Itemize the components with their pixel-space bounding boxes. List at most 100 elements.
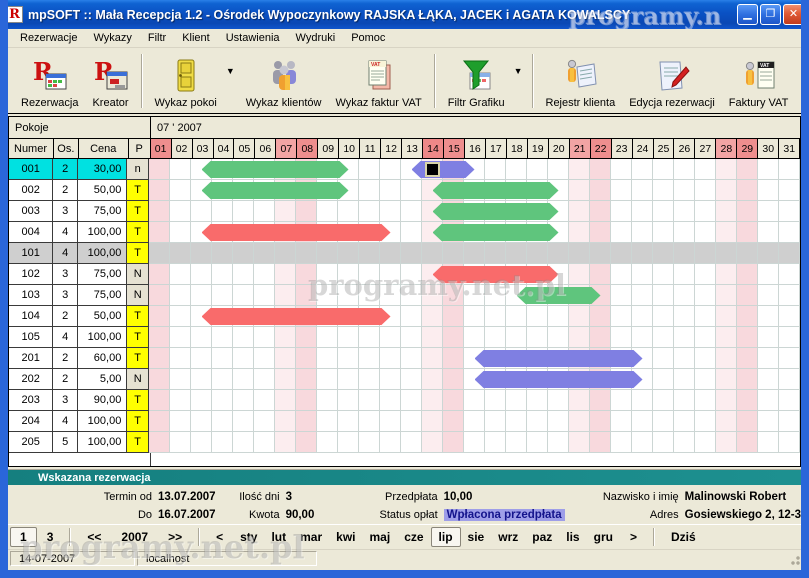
day-cell[interactable] — [632, 243, 654, 264]
day-cell[interactable] — [191, 390, 213, 411]
day-cell[interactable] — [485, 432, 507, 453]
day-cell[interactable] — [443, 243, 465, 264]
day-cell[interactable] — [779, 180, 801, 201]
day-cell[interactable] — [737, 264, 759, 285]
dropdown-arrow-icon[interactable]: ▼ — [225, 65, 235, 76]
room-capacity[interactable]: 2 — [53, 159, 78, 180]
day-cell[interactable] — [485, 285, 507, 306]
day-cell[interactable] — [380, 411, 402, 432]
day-header-06[interactable]: 06 — [255, 139, 277, 159]
day-cell[interactable] — [779, 159, 801, 180]
day-header-14[interactable]: 14 — [423, 139, 444, 159]
day-cell[interactable] — [275, 348, 297, 369]
day-cell[interactable] — [233, 348, 255, 369]
day-header-12[interactable]: 12 — [381, 139, 403, 159]
day-cell[interactable] — [611, 201, 633, 222]
day-cell[interactable] — [233, 432, 255, 453]
day-cell[interactable] — [611, 390, 633, 411]
day-cell[interactable] — [338, 411, 360, 432]
room-price[interactable]: 100,00 — [77, 432, 128, 453]
day-cell[interactable] — [695, 411, 717, 432]
day-cell[interactable] — [737, 411, 759, 432]
close-button[interactable]: ✕ — [783, 4, 801, 25]
room-capacity[interactable]: 3 — [53, 201, 78, 222]
day-cell[interactable] — [212, 243, 234, 264]
room-number[interactable]: 101 — [9, 243, 54, 264]
room-price[interactable]: 100,00 — [77, 222, 128, 243]
day-header-03[interactable]: 03 — [192, 139, 214, 159]
day-cell[interactable] — [338, 348, 360, 369]
day-cell[interactable] — [611, 243, 633, 264]
day-cell[interactable] — [485, 306, 507, 327]
day-cell[interactable] — [359, 390, 381, 411]
day-cell[interactable] — [359, 180, 381, 201]
day-cell[interactable] — [212, 285, 234, 306]
day-cell[interactable] — [275, 201, 297, 222]
day-cell[interactable] — [233, 264, 255, 285]
day-header-01[interactable]: 01 — [150, 139, 172, 159]
day-cell[interactable] — [695, 390, 717, 411]
day-cell[interactable] — [401, 306, 423, 327]
day-cell[interactable] — [758, 201, 780, 222]
day-header-19[interactable]: 19 — [527, 139, 549, 159]
room-number[interactable]: 104 — [9, 306, 54, 327]
room-capacity[interactable]: 2 — [53, 369, 78, 390]
toolbar-button-filtr-grafiku[interactable]: Filtr Grafiku — [441, 51, 512, 111]
room-price[interactable]: 75,00 — [77, 264, 128, 285]
day-cell[interactable] — [149, 159, 171, 180]
month-button-sie[interactable]: sie — [467, 530, 485, 544]
month-button-kwi[interactable]: kwi — [336, 530, 356, 544]
day-cell[interactable] — [674, 201, 696, 222]
day-cell[interactable] — [695, 222, 717, 243]
day-cell[interactable] — [380, 390, 402, 411]
room-number[interactable]: 205 — [9, 432, 54, 453]
day-cell[interactable] — [758, 411, 780, 432]
day-cell[interactable] — [233, 243, 255, 264]
room-number[interactable]: 103 — [9, 285, 54, 306]
day-cell[interactable] — [464, 159, 486, 180]
room-p-flag[interactable]: T — [127, 201, 150, 222]
room-capacity[interactable]: 3 — [53, 390, 78, 411]
reservation-bar-red[interactable] — [202, 224, 391, 241]
day-cell[interactable] — [443, 390, 465, 411]
day-cell[interactable] — [569, 264, 591, 285]
day-cell[interactable] — [443, 285, 465, 306]
day-cell[interactable] — [212, 390, 234, 411]
reservation-bar-red[interactable] — [433, 266, 559, 283]
day-cell[interactable] — [569, 159, 591, 180]
day-cell[interactable] — [443, 327, 465, 348]
day-cell[interactable] — [653, 180, 675, 201]
dropdown-arrow-icon[interactable]: ▼ — [513, 65, 523, 76]
day-header-09[interactable]: 09 — [318, 139, 340, 159]
day-cell[interactable] — [254, 327, 276, 348]
month-button-paz[interactable]: paz — [532, 530, 553, 544]
room-number[interactable]: 201 — [9, 348, 54, 369]
day-cell[interactable] — [191, 432, 213, 453]
day-cell[interactable] — [254, 411, 276, 432]
day-cell[interactable] — [758, 180, 780, 201]
day-cell[interactable] — [695, 243, 717, 264]
day-cell[interactable] — [149, 180, 171, 201]
day-cell[interactable] — [527, 390, 549, 411]
room-capacity[interactable]: 4 — [53, 411, 78, 432]
room-capacity[interactable]: 2 — [53, 306, 78, 327]
day-cell[interactable] — [779, 285, 801, 306]
day-cell[interactable] — [548, 159, 570, 180]
room-capacity[interactable]: 4 — [53, 327, 78, 348]
room-capacity[interactable]: 3 — [53, 264, 78, 285]
day-cell[interactable] — [548, 390, 570, 411]
day-header-31[interactable]: 31 — [779, 139, 801, 159]
day-cell[interactable] — [737, 432, 759, 453]
day-cell[interactable] — [716, 369, 738, 390]
day-cell[interactable] — [653, 243, 675, 264]
day-cell[interactable] — [380, 222, 402, 243]
day-header-05[interactable]: 05 — [234, 139, 256, 159]
day-cell[interactable] — [548, 180, 570, 201]
selected-day-marker[interactable] — [425, 162, 441, 177]
day-cell[interactable] — [716, 411, 738, 432]
room-p-flag[interactable]: T — [127, 327, 150, 348]
day-cell[interactable] — [191, 369, 213, 390]
day-cell[interactable] — [695, 327, 717, 348]
room-number[interactable]: 105 — [9, 327, 54, 348]
day-cell[interactable] — [254, 264, 276, 285]
